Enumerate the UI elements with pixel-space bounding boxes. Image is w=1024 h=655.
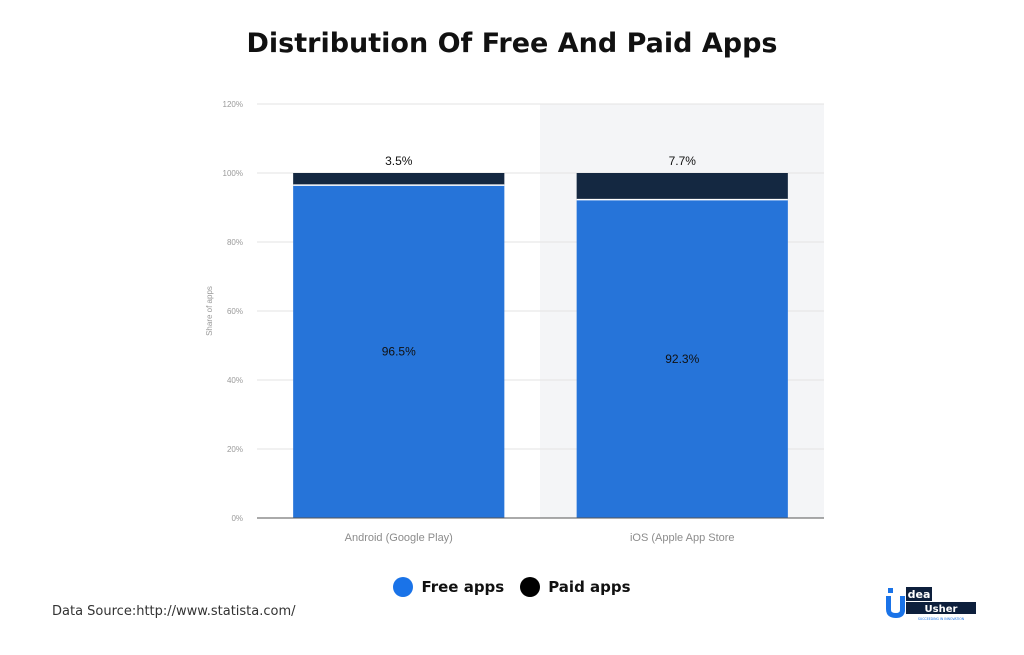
logo-mark-icon [886, 596, 905, 618]
bars: 96.5% 3.5% 92.3% 7.7% [293, 154, 788, 518]
y-tick-label: 20% [227, 445, 243, 454]
bar-free-0[interactable] [293, 185, 505, 518]
legend-label-paid: Paid apps [548, 578, 631, 596]
data-label: 96.5% [382, 345, 416, 359]
y-tick-label: 120% [223, 100, 243, 109]
x-tick-label: iOS (Apple App Store [630, 532, 735, 544]
data-label: 3.5% [385, 154, 413, 168]
logo-dot [888, 588, 893, 593]
brand-logo: dea Usher SUCCEEDING IN INNOVATION [886, 587, 976, 621]
y-tick-label: 0% [231, 514, 243, 523]
legend-swatch-paid [520, 577, 541, 597]
y-axis-title: Share of apps [205, 286, 214, 336]
bar-paid-0[interactable] [293, 173, 505, 186]
data-label: 7.7% [669, 154, 697, 168]
bar-paid-1[interactable] [576, 173, 788, 200]
data-label: 92.3% [665, 352, 699, 366]
source-note: Data Source:http://www.statista.com/ [52, 604, 296, 619]
legend-swatch-free [393, 577, 414, 597]
y-tick-label: 100% [223, 169, 243, 178]
legend-item-paid[interactable]: Paid apps [520, 577, 631, 597]
logo-bottom-box [906, 602, 976, 614]
y-axis-ticks: 0% 20% 40% 60% 80% 100% 120% [223, 100, 243, 523]
y-tick-label: 80% [227, 238, 243, 247]
chart-title: Distribution Of Free And Paid Apps [246, 28, 778, 59]
logo-word-idea: dea [908, 588, 931, 601]
bar-free-1[interactable] [576, 199, 788, 518]
legend-item-free[interactable]: Free apps [393, 577, 504, 597]
logo-word-usher: Usher [925, 604, 958, 615]
x-tick-label: Android (Google Play) [345, 532, 453, 544]
y-tick-label: 60% [227, 307, 243, 316]
logo-top-box [906, 587, 932, 601]
y-tick-label: 40% [227, 376, 243, 385]
logo-tagline: SUCCEEDING IN INNOVATION [918, 617, 965, 621]
legend: Free apps Paid apps [0, 577, 1024, 597]
legend-label-free: Free apps [421, 578, 505, 596]
x-axis-categories: Android (Google Play) iOS (Apple App Stor… [345, 532, 735, 544]
